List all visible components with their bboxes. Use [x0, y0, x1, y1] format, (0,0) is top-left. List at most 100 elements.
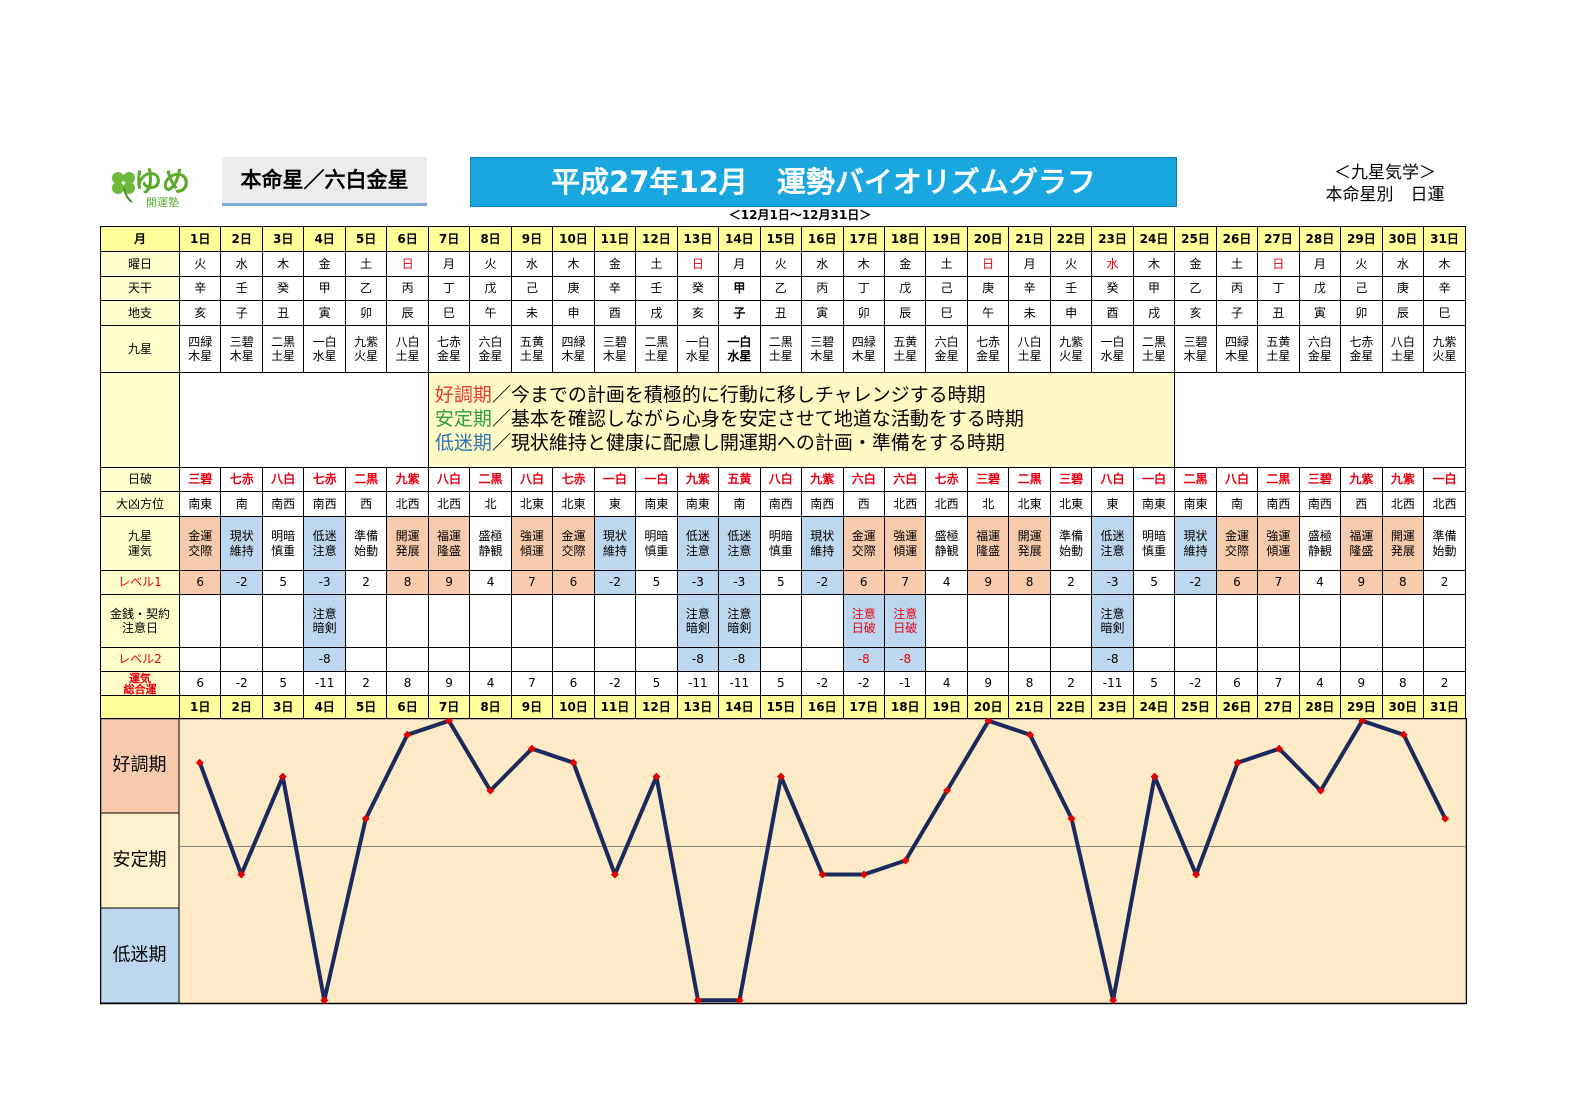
cell: 7 — [510, 671, 554, 696]
cell: 水 — [801, 251, 844, 277]
cell: 5日 — [344, 226, 388, 252]
kind: 本命星別 日運 — [1325, 185, 1445, 205]
cell: 卯 — [842, 300, 885, 326]
cell: 南東 — [676, 491, 720, 517]
cell: 16日 — [801, 226, 844, 252]
cell-text: 5 — [652, 676, 661, 691]
marker — [693, 996, 702, 1005]
cell: -2 — [220, 671, 263, 696]
legend-name: 好調期 — [434, 384, 492, 407]
cell: 8 — [1381, 671, 1425, 696]
cell: -3 — [676, 570, 720, 595]
cell-text: 7 — [901, 575, 910, 590]
logo-sub: 開運塾 — [146, 196, 179, 209]
cell: 12日 — [635, 695, 678, 719]
cell-text: 八白土星 — [1017, 334, 1042, 363]
cell: 三碧木星 — [1174, 325, 1217, 373]
cell: -8 — [303, 647, 346, 672]
marker — [486, 786, 495, 795]
cell-text: 7 — [528, 676, 536, 691]
marker — [1192, 870, 1201, 879]
cell: 六白 — [842, 467, 885, 492]
cell: 戊 — [883, 276, 927, 301]
cell: 強運傾運 — [1257, 516, 1300, 571]
cell: 八白 — [1091, 467, 1134, 492]
cell-text: 19日 — [932, 231, 962, 246]
cell-text: 金 — [899, 256, 912, 271]
cell-text: 26日 — [1222, 699, 1252, 714]
cell: 癸 — [676, 276, 720, 301]
cell-text: 5 — [279, 676, 287, 691]
cell-text: 強運傾運 — [519, 529, 544, 558]
cell: 28日 — [1298, 226, 1342, 252]
row-label: 天干 — [100, 276, 180, 301]
cell: 未 — [510, 300, 554, 326]
marker — [776, 772, 785, 781]
marker — [1233, 758, 1242, 767]
cell: 南東 — [1174, 491, 1217, 517]
cell-text: 六白金星 — [478, 334, 503, 363]
cell-text: 丙 — [816, 281, 829, 296]
cell-text: 南 — [235, 496, 248, 511]
cell: 土 — [1215, 251, 1259, 277]
cell — [1381, 594, 1425, 648]
cell-text: 丑 — [1272, 305, 1285, 320]
cell-text: 南東 — [1183, 496, 1208, 511]
cell: 金運交際 — [1215, 516, 1259, 571]
cell: 3日 — [261, 695, 305, 719]
cell — [1423, 647, 1466, 672]
cell-text: 8日 — [480, 699, 501, 714]
cell-text: 南西 — [271, 496, 296, 511]
cell: 己 — [925, 276, 968, 301]
cell: 3日 — [261, 226, 305, 252]
band-label: 低迷期 — [113, 945, 167, 966]
cell: 東 — [1091, 491, 1134, 517]
cell: 8 — [386, 671, 429, 696]
cell — [1215, 594, 1259, 648]
cell-text: 巳 — [940, 305, 953, 320]
marker — [1316, 786, 1325, 795]
cell-text: 金運交際 — [1224, 529, 1249, 558]
cell: 水 — [220, 251, 263, 277]
cell — [427, 647, 471, 672]
cell: 一白水星 — [1091, 325, 1134, 373]
cell: 土 — [344, 251, 388, 277]
cell: 丁 — [1257, 276, 1300, 301]
cell-text: 7日 — [438, 231, 460, 246]
table-row: 大凶方位 南東南南西 南西西北西 北西北北東 北東東南東 南東南南西 南西西北西 北西北北東北… — [100, 491, 1466, 517]
cell: 20日 — [966, 695, 1010, 719]
cell-text: 低迷注意 — [685, 529, 710, 558]
cell-text: 6 — [196, 676, 205, 691]
cell — [801, 594, 844, 648]
cell-text: 二黒 — [1183, 472, 1208, 487]
cell: 6日 — [386, 226, 429, 252]
cell-text: 北 — [982, 496, 995, 511]
cell-text: 25日 — [1181, 231, 1210, 246]
cell: 22日 — [1049, 695, 1093, 719]
cell: 壬 — [635, 276, 678, 301]
cell: -8 — [883, 647, 927, 672]
cell: 9 — [1340, 671, 1383, 696]
cell-text: 26日 — [1222, 231, 1252, 246]
cell-text: 一白水星 — [727, 334, 752, 363]
cell: 南東 — [1132, 491, 1176, 517]
cell: 金 — [593, 251, 637, 277]
cell-text: 辰 — [401, 305, 414, 320]
cell-text: 辰 — [899, 305, 912, 320]
cell-text: 二黒土星 — [768, 334, 793, 363]
cell: 北東 — [510, 491, 554, 517]
cell: 2 — [1049, 671, 1093, 696]
cell: 西 — [1340, 491, 1383, 517]
cell: 三碧木星 — [593, 325, 637, 373]
cell — [635, 594, 678, 648]
cell: 六白金星 — [925, 325, 968, 373]
row-label — [100, 372, 180, 468]
cell: 福運隆盛 — [966, 516, 1010, 571]
cell-text: 8 — [1025, 676, 1034, 691]
cell-text: 30日 — [1388, 231, 1418, 246]
cell: 月 — [427, 251, 471, 277]
cell-text: 日 — [401, 256, 414, 271]
cell: 一白 — [635, 467, 678, 492]
cell: 4 — [925, 671, 968, 696]
cell — [510, 594, 554, 648]
